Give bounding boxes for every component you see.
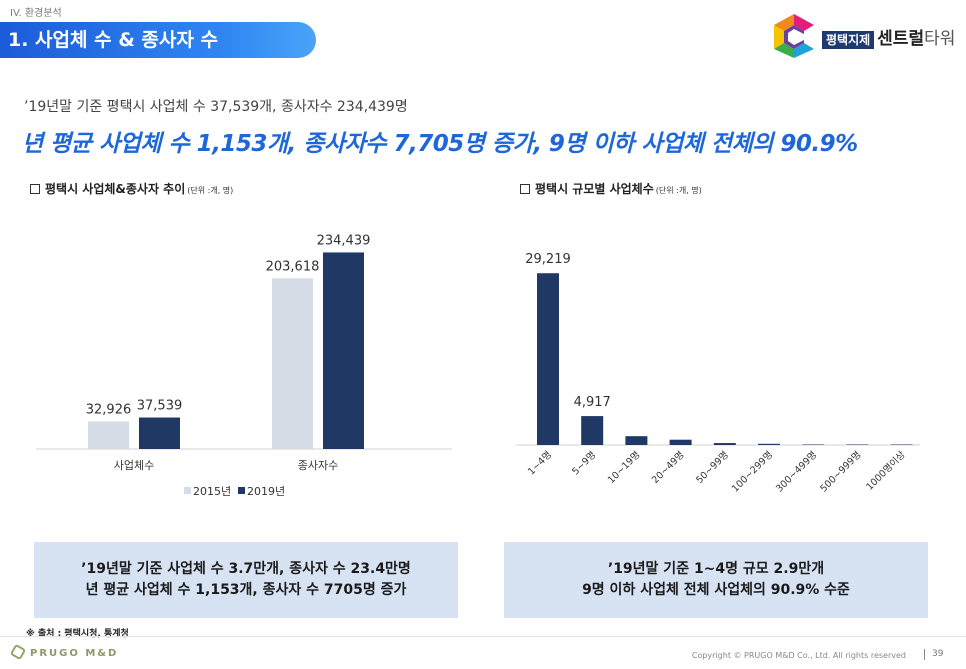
square-icon [520, 184, 530, 194]
chart-title-size-text: 평택시 규모별 사업체수 [535, 182, 654, 196]
bar [625, 436, 648, 445]
footer-brand: PRUGO M&D [9, 643, 119, 661]
bar [272, 278, 313, 449]
legend-swatch [184, 487, 191, 494]
logo-text: 평택지제 센트럴타워 [822, 24, 955, 49]
x-tick-label: 10~19명 [606, 449, 643, 486]
summary-line: ’19년말 기준 사업체 수 3.7만개, 종사자 수 23.4만명 [81, 561, 411, 577]
data-label: 234,439 [317, 233, 371, 248]
copyright: Copyright © PRUGO M&D Co., Ltd. All righ… [691, 651, 906, 660]
bar [139, 417, 180, 449]
footer-brand-text: PRUGO M&D [30, 648, 119, 659]
source-note: ※ 출처 : 평택시청, 통계청 [26, 629, 129, 639]
bar [323, 252, 364, 449]
section-label: IV. 환경분석 [10, 8, 62, 19]
footer-divider [0, 636, 966, 637]
chart-title-trend-text: 평택시 사업체&종사자 추이 [45, 182, 186, 196]
summary-line: ’19년말 기준 1~4명 규모 2.9만개 [607, 561, 825, 577]
chart-unit-trend: (단위 :개, 명) [187, 186, 234, 195]
summary-box-size: ’19년말 기준 1~4명 규모 2.9만개 9명 이하 사업체 전체 사업체의… [504, 542, 928, 618]
summary-line: 년 평균 사업체 수 1,153개, 종사자 수 7705명 증가 [85, 582, 407, 598]
x-tick-label: 1~4명 [526, 449, 554, 477]
bar [537, 273, 559, 445]
data-label: 4,917 [574, 395, 611, 410]
bar [802, 444, 825, 445]
x-tick-label: 50~99명 [694, 449, 731, 486]
x-tick-label: 100~299명 [730, 449, 775, 494]
x-tick-label: 1000명이상 [864, 449, 908, 493]
bar [846, 444, 869, 445]
subheadline: ’19년말 기준 평택시 사업체 수 37,539개, 종사자수 234,439… [24, 99, 408, 115]
logo-c-icon [774, 14, 814, 58]
x-tick-label: 사업체수 [114, 459, 154, 472]
x-tick-label: 300~499명 [774, 449, 819, 494]
logo-box-text: 평택지제 [822, 30, 875, 49]
legend-label: 2019년 [247, 485, 285, 498]
bar [758, 443, 780, 445]
x-tick-label: 5~9명 [570, 449, 598, 477]
data-label: 29,219 [525, 252, 571, 267]
logo: 평택지제 센트럴타워 [770, 12, 956, 60]
page-separator [924, 649, 925, 660]
legend-label: 2015년 [193, 485, 231, 498]
bar [669, 439, 692, 445]
bar [88, 421, 129, 449]
data-label: 37,539 [137, 399, 183, 414]
chart-unit-size: (단위 :개, 명) [655, 186, 702, 195]
data-label: 203,618 [266, 259, 320, 274]
logo-tail-text: 타워 [924, 29, 956, 49]
square-icon [30, 184, 40, 194]
bar [581, 416, 604, 445]
page-number: 39 [932, 649, 944, 659]
x-tick-label: 500~999명 [818, 449, 863, 494]
hexagon-icon [9, 643, 27, 661]
headline: 년 평균 사업체 수 1,153개, 종사자수 7,705명 증가, 9명 이하… [22, 131, 858, 157]
bar [713, 443, 736, 445]
data-label: 32,926 [86, 402, 132, 417]
page-title: 1. 사업체 수 & 종사자 수 [0, 22, 316, 58]
x-tick-label: 종사자수 [298, 459, 338, 472]
legend-swatch [238, 487, 245, 494]
summary-box-trend: ’19년말 기준 사업체 수 3.7만개, 종사자 수 23.4만명 년 평균 … [34, 542, 458, 618]
x-tick-label: 20~49명 [650, 449, 687, 486]
logo-main-text: 센트럴 [877, 29, 925, 49]
chart-title-size: 평택시 규모별 사업체수 (단위 :개, 명) [520, 180, 702, 197]
chart-title-trend: 평택시 사업체&종사자 추이 (단위 :개, 명) [30, 180, 233, 197]
bar [890, 444, 913, 445]
summary-line: 9명 이하 사업체 전체 사업체의 90.9% 수준 [582, 582, 850, 598]
